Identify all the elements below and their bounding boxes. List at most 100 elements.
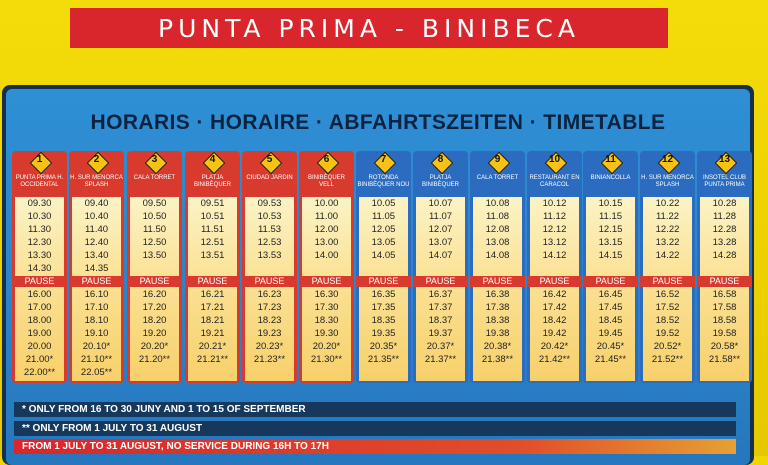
- stop-header: 7 ROTONDA BINIBÈQUER NOU: [356, 151, 411, 197]
- departure-time: 10.40: [84, 211, 109, 222]
- departure-times: 10.05 11.05 12.05 13.05 14.05 PAUSE 16.35 17.35…: [356, 197, 411, 381]
- departure-time: 21.37**: [424, 354, 457, 365]
- empty-slot: [302, 262, 351, 275]
- departure-time: 21.00*: [25, 354, 54, 365]
- departure-times: 09.40 10.40 11.40 12.40 13.40 14.35 PAUSE 16.10…: [69, 197, 124, 381]
- departure-time: 12.15: [598, 224, 623, 235]
- departure-time: 10.50: [142, 211, 167, 222]
- departure-times: 10.08 11.08 12.08 13.08 14.08 PAUSE 16.38 17.38…: [470, 197, 525, 381]
- stop-number: 1: [36, 154, 43, 165]
- departure-time: 21.45**: [594, 354, 627, 365]
- stop-column: 9 CALA TORRET 10.08 11.08 12.08 13.08 14.08 PAU…: [470, 151, 525, 383]
- departure-time: 14.05: [371, 250, 396, 261]
- departure-time: 13.05: [371, 237, 396, 248]
- departure-time: 12.40: [84, 237, 109, 248]
- title-banner: PUNTA PRIMA - BINIBECA: [70, 8, 668, 48]
- empty-slot: [643, 262, 692, 275]
- departure-time: 14.30: [27, 263, 52, 274]
- stop-header: 12 H. SUR MENORCA SPLASH: [640, 151, 695, 197]
- timetable-header: HORARIS · HORAIRE · ABFAHRTSZEITEN · TIM…: [90, 111, 666, 134]
- departure-time: 13.53: [257, 250, 282, 261]
- stop-name: BINIANCOLLA: [590, 175, 631, 181]
- note-double-star: ** ONLY FROM 1 JULY TO 31 AUGUST: [14, 421, 736, 436]
- departure-time: 10.30: [27, 211, 52, 222]
- departure-time: 16.58: [712, 289, 737, 300]
- departure-time: 20.37*: [426, 341, 455, 352]
- departure-time: 14.07: [428, 250, 453, 261]
- departure-time: 17.10: [84, 302, 109, 313]
- pause-label: PAUSE: [242, 276, 297, 287]
- stop-column: 3 CALA TORRET 09.50 10.50 11.50 12.50 13.50 PAU…: [127, 151, 182, 383]
- stop-header: 10 RESTAURANT EN CARACOL: [527, 151, 582, 197]
- departure-time: 12.28: [712, 224, 737, 235]
- departure-time: 17.20: [142, 302, 167, 313]
- departure-time: 20.21*: [198, 341, 227, 352]
- empty-slot: [586, 262, 635, 275]
- departure-time: 11.51: [200, 224, 225, 235]
- departure-time: 16.30: [314, 289, 339, 300]
- departure-time: 10.28: [712, 198, 737, 209]
- empty-slot: [700, 262, 749, 275]
- departure-time: 17.23: [257, 302, 282, 313]
- pause-label: PAUSE: [470, 276, 525, 287]
- stop-name: CIUDAD JARDIN: [246, 175, 293, 181]
- departure-time: 21.23**: [253, 354, 286, 365]
- departure-time: 13.40: [84, 250, 109, 261]
- departure-time: 19.35: [371, 328, 396, 339]
- departure-time: 20.42*: [540, 341, 569, 352]
- departure-time: 20.35*: [369, 341, 398, 352]
- departure-time: 13.50: [142, 250, 167, 261]
- departure-time: 13.28: [712, 237, 737, 248]
- stop-name: H. SUR MENORCA SPLASH: [70, 175, 123, 188]
- departure-time: 10.07: [428, 198, 453, 209]
- departure-time: 22.05**: [80, 367, 113, 378]
- departure-time: 19.52: [655, 328, 680, 339]
- stop-header: 6 BINIBÈQUER VELL: [299, 151, 354, 197]
- departure-time: 18.23: [257, 315, 282, 326]
- departure-time: 11.50: [142, 224, 167, 235]
- departure-time: 16.10: [84, 289, 109, 300]
- departure-time: 12.12: [542, 224, 567, 235]
- departure-time: 20.00: [27, 341, 52, 352]
- departure-time: 18.10: [84, 315, 109, 326]
- stop-column: 7 ROTONDA BINIBÈQUER NOU 10.05 11.05 12.05 13…: [356, 151, 411, 383]
- stop-column: 2 H. SUR MENORCA SPLASH 09.40 10.40 11.40 12.…: [69, 151, 124, 383]
- departure-time: 11.30: [27, 224, 52, 235]
- stop-number: 6: [323, 154, 330, 165]
- stop-column: 5 CIUDAD JARDIN 09.53 10.53 11.53 12.53 13.53 P…: [242, 151, 297, 383]
- departure-time: 09.50: [142, 198, 167, 209]
- departure-time: 21.10**: [80, 354, 113, 365]
- departure-time: 22.00**: [23, 367, 56, 378]
- departure-time: 11.53: [257, 224, 282, 235]
- departure-times: 10.22 11.22 12.22 13.22 14.22 PAUSE 16.52 17.52…: [640, 197, 695, 381]
- departure-time: 20.23*: [255, 341, 284, 352]
- pause-label: PAUSE: [299, 276, 354, 287]
- departure-time: 18.35: [371, 315, 396, 326]
- pause-label: PAUSE: [413, 276, 468, 287]
- departure-time: 17.42: [542, 302, 567, 313]
- stop-number: 8: [437, 154, 444, 165]
- departure-time: 09.30: [27, 198, 52, 209]
- stop-number: 2: [93, 154, 100, 165]
- departure-time: 21.52**: [651, 354, 684, 365]
- departure-times: 09.51 10.51 11.51 12.51 13.51 PAUSE 16.21 17.21…: [185, 197, 240, 381]
- pause-label: PAUSE: [640, 276, 695, 287]
- departure-time: 18.42: [542, 315, 567, 326]
- departure-time: 17.35: [371, 302, 396, 313]
- stop-header: 4 PLATJA BINIBÈQUER: [185, 151, 240, 197]
- stop-number: 7: [380, 154, 387, 165]
- stop-number: 12: [661, 154, 674, 165]
- stop-number: 5: [266, 154, 273, 165]
- departure-time: 14.12: [542, 250, 567, 261]
- departure-times: 10.00 11.00 12.00 13.00 14.00 PAUSE 16.30 17.30…: [299, 197, 354, 381]
- stop-column: 4 PLATJA BINIBÈQUER 09.51 10.51 11.51 12.51 13…: [185, 151, 240, 383]
- departure-time: 13.00: [314, 237, 339, 248]
- stop-number: 13: [718, 154, 731, 165]
- stop-header: 8 PLATJA BINIBÈQUER: [413, 151, 468, 197]
- stop-name: INSOTEL CLUB PUNTA PRIMA: [702, 175, 747, 188]
- departure-time: 21.38**: [481, 354, 514, 365]
- stop-name: H. SUR MENORCA SPLASH: [641, 175, 694, 188]
- departure-times: 09.53 10.53 11.53 12.53 13.53 PAUSE 16.23 17.23…: [242, 197, 297, 381]
- departure-time: 16.42: [542, 289, 567, 300]
- stop-number: 9: [494, 154, 501, 165]
